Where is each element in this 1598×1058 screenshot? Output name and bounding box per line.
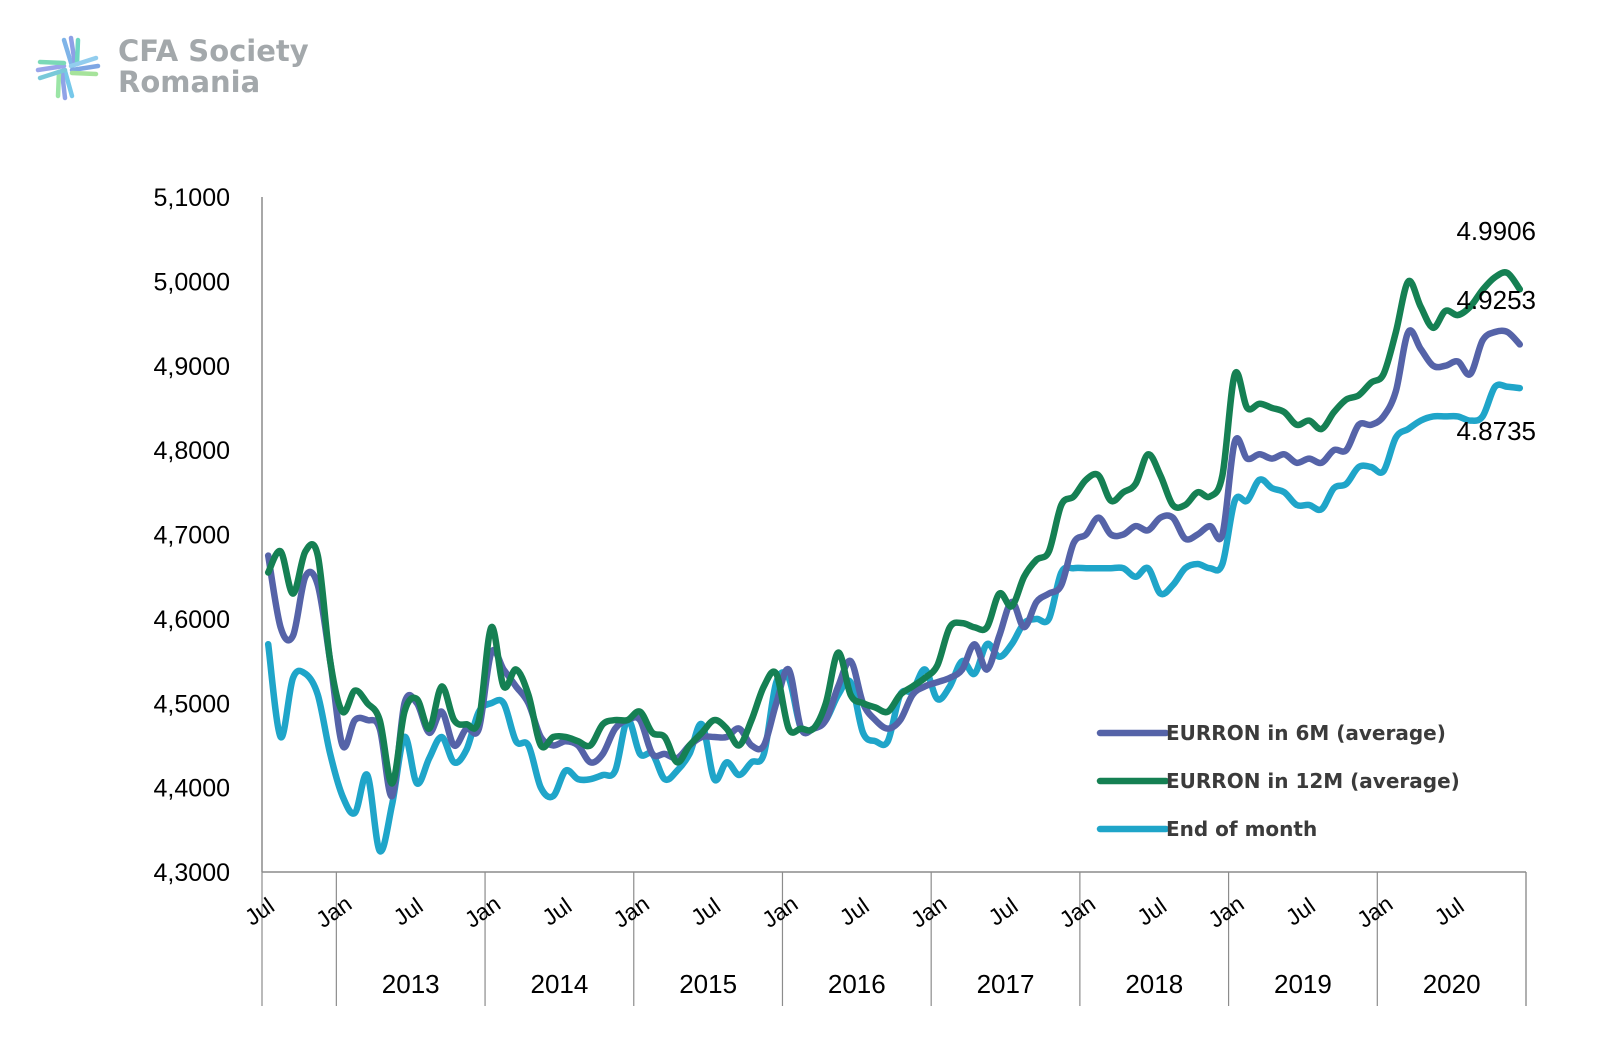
year-label: 2015	[679, 969, 737, 999]
value-annotation: 4.9253	[1456, 285, 1536, 315]
brand-line-2: Romania	[118, 65, 261, 99]
y-axis: 4,3000 4,4000 4,5000 4,6000 4,7000 4,8000 4,90…	[154, 184, 263, 887]
x-tick-label: Jul	[1430, 892, 1469, 930]
legend-label: EURRON in 6M (average)	[1166, 721, 1446, 745]
series-line-1	[264, 269, 1524, 787]
legend: EURRON in 6M (average) EURRON in 12M (ave…	[1096, 721, 1460, 841]
x-tick-label: Jan	[609, 890, 654, 933]
x-axis: Jul Jan Jul Jan Jul Jan Jul Jan Jul Jan Jul Jan Jul J…	[240, 871, 1527, 1006]
brand-line-1: CFA Society	[118, 34, 309, 68]
y-tick-label: 4,7000	[154, 522, 230, 550]
x-tick-label: Jul	[240, 892, 279, 930]
brand-name: CFA Society Romania	[118, 36, 309, 98]
year-label: 2013	[382, 969, 440, 999]
x-tick-label: Jul	[686, 892, 725, 930]
year-label: 2018	[1125, 969, 1183, 999]
y-tick-label: 4,6000	[154, 606, 230, 634]
value-annotation: 4.8735	[1456, 416, 1536, 446]
x-tick-label: Jan	[1203, 890, 1248, 933]
y-tick-label: 4,5000	[154, 690, 230, 718]
x-tick-label: Jan	[906, 890, 951, 933]
year-label: 2016	[828, 969, 886, 999]
x-tick-label: Jan	[1055, 890, 1100, 933]
legend-label: EURRON in 12M (average)	[1166, 769, 1460, 793]
y-tick-label: 5,1000	[154, 184, 230, 212]
x-tick-label: Jul	[389, 892, 428, 930]
x-tick-label: Jul	[983, 892, 1022, 930]
x-tick-label: Jan	[311, 890, 356, 933]
y-tick-label: 4,8000	[154, 437, 230, 465]
year-label: 2017	[977, 969, 1035, 999]
x-tick-label: Jul	[835, 892, 874, 930]
annotations: 4.9906 4.9253 4.8735	[1456, 216, 1536, 446]
x-tick-label: Jan	[1352, 890, 1397, 933]
year-label: 2020	[1423, 969, 1481, 999]
x-tick-label: Jul	[1132, 892, 1171, 930]
x-tick-label: Jul	[537, 892, 576, 930]
series-layer	[264, 269, 1524, 855]
x-tick-label: Jul	[1281, 892, 1320, 930]
value-annotation: 4.9906	[1456, 216, 1536, 246]
y-tick-label: 4,9000	[154, 353, 230, 381]
x-tick-label: Jan	[757, 890, 802, 933]
year-label: 2014	[530, 969, 588, 999]
y-tick-label: 4,4000	[154, 775, 230, 803]
year-label: 2019	[1274, 969, 1332, 999]
x-tick-label: Jan	[460, 890, 505, 933]
cfa-logo-icon	[35, 35, 101, 101]
y-tick-label: 4,3000	[154, 859, 230, 887]
legend-label: End of month	[1166, 817, 1317, 841]
y-tick-label: 5,0000	[154, 268, 230, 296]
